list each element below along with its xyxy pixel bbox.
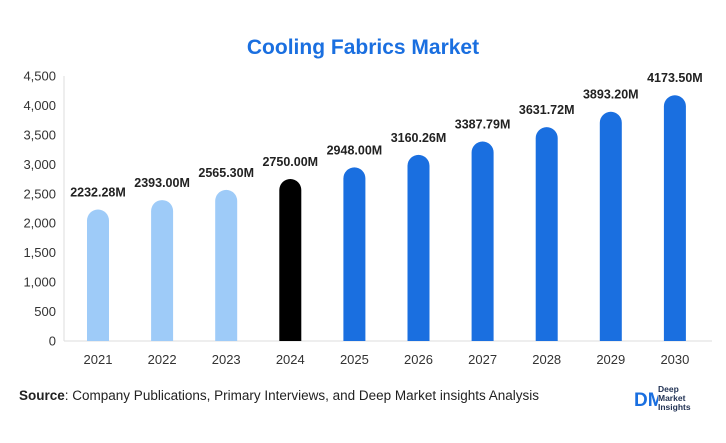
- x-axis-ticks: 2021 2022 2023 2024 2025 2026 2027 2028 2029 2030: [84, 352, 690, 367]
- logo-line-2: Market: [658, 393, 686, 403]
- bar-2030: [663, 95, 686, 341]
- y-tick-label: 4,500: [23, 69, 56, 84]
- source-text: : Company Publications, Primary Intervie…: [64, 388, 539, 403]
- y-axis-ticks: 0 500 1,000 1,500 2,000 2,500 3,000 3,500 4,000 4…: [23, 69, 56, 349]
- y-tick-label: 3,500: [23, 127, 56, 142]
- source-note: Source: Company Publications, Primary In…: [19, 388, 539, 403]
- bar-2026: [407, 154, 430, 341]
- bars: [87, 95, 686, 342]
- bar-2028: [535, 127, 558, 342]
- x-tick-label: 2029: [596, 352, 625, 367]
- logo-wordmark: Deep Market Insights: [658, 385, 691, 412]
- data-label-2023: 2565.30M: [198, 166, 254, 180]
- source-label: Source: [19, 388, 65, 403]
- logo-line-3: Insights: [658, 402, 691, 412]
- y-tick-label: 2,000: [23, 216, 56, 231]
- y-tick-label: 4,000: [23, 98, 56, 113]
- data-label-2027: 3387.79M: [455, 117, 511, 131]
- data-label-2022: 2393.00M: [134, 176, 190, 190]
- data-label-2026: 3160.26M: [391, 131, 447, 145]
- data-label-2030: 4173.50M: [647, 71, 703, 85]
- data-label-2024: 2750.00M: [262, 155, 318, 169]
- logo-line-1: Deep: [658, 384, 679, 394]
- bar-2024: [279, 179, 302, 341]
- data-label-2021: 2232.28M: [70, 186, 126, 200]
- x-tick-label: 2030: [660, 352, 689, 367]
- y-tick-label: 3,000: [23, 157, 56, 172]
- bar-2027: [471, 141, 494, 341]
- x-tick-label: 2027: [468, 352, 497, 367]
- data-label-2029: 3893.20M: [583, 88, 639, 102]
- y-tick-label: 500: [34, 304, 56, 319]
- x-tick-label: 2026: [404, 352, 433, 367]
- data-label-2028: 3631.72M: [519, 103, 575, 117]
- x-tick-label: 2021: [84, 352, 113, 367]
- bar-2023: [215, 189, 238, 341]
- y-tick-label: 0: [49, 334, 56, 349]
- chart-title: Cooling Fabrics Market: [246, 36, 480, 59]
- dm-logo-icon: DM: [634, 390, 658, 410]
- bar-2029: [599, 111, 622, 341]
- x-tick-label: 2028: [532, 352, 561, 367]
- y-tick-label: 1,000: [23, 275, 56, 290]
- company-logo: DM Deep Market Insights: [634, 385, 714, 415]
- x-tick-label: 2025: [340, 352, 369, 367]
- bar-2025: [343, 167, 366, 341]
- data-label-2025: 2948.00M: [327, 143, 383, 157]
- svg-text:DM: DM: [634, 390, 658, 410]
- data-labels: 2232.28M 2393.00M 2565.30M 2750.00M 2948.00M…: [70, 71, 703, 199]
- bar-2022: [151, 200, 174, 341]
- bar-2021: [87, 209, 109, 341]
- y-tick-label: 1,500: [23, 245, 56, 260]
- bar-chart: 0 500 1,000 1,500 2,000 2,500 3,000 3,500 4,000 4…: [23, 69, 712, 367]
- x-tick-label: 2024: [276, 352, 305, 367]
- y-tick-label: 2,500: [23, 186, 56, 201]
- x-tick-label: 2022: [148, 352, 177, 367]
- x-tick-label: 2023: [212, 352, 241, 367]
